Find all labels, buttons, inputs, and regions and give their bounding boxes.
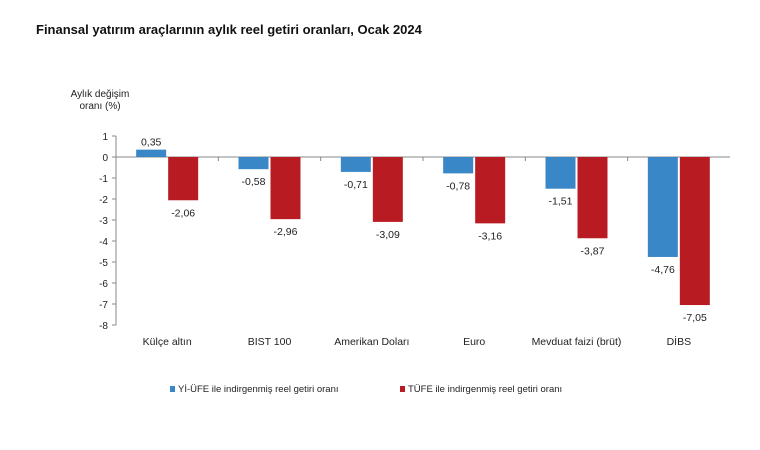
data-label: -1,51: [549, 196, 573, 208]
data-label: -7,05: [683, 312, 707, 324]
x-tick-label: Amerikan Doları: [334, 336, 409, 348]
y-axis-label: oranı (%): [79, 101, 120, 112]
data-label: -2,96: [274, 226, 298, 238]
y-axis-label: Aylık değişim: [71, 89, 130, 100]
data-label: -0,78: [446, 180, 470, 192]
bar-yiufe: [238, 157, 269, 170]
data-label: -4,76: [651, 264, 675, 276]
bar-tufe: [270, 157, 301, 220]
data-label: 0,35: [141, 137, 162, 149]
y-tick-label: 0: [102, 153, 108, 164]
data-label: -3,09: [376, 229, 400, 241]
chart-title: Finansal yatırım araçlarının aylık reel …: [36, 22, 422, 37]
bar-tufe: [475, 157, 506, 224]
y-tick-label: -8: [99, 321, 108, 332]
y-tick-label: -6: [99, 279, 108, 290]
x-tick-label: Euro: [463, 336, 485, 348]
y-tick-label: -1: [99, 174, 108, 185]
y-tick-label: -2: [99, 195, 108, 206]
bar-tufe: [168, 157, 199, 201]
bar-yiufe: [545, 157, 576, 189]
x-tick-label: DİBS: [667, 335, 692, 348]
y-tick-label: -4: [99, 237, 108, 248]
bar-tufe: [372, 157, 403, 222]
x-tick-label: Mevduat faizi (brüt): [532, 336, 622, 348]
x-tick-label: BIST 100: [248, 336, 292, 348]
bar-yiufe: [647, 157, 678, 257]
data-label: -3,87: [581, 245, 605, 257]
x-tick-label: Külçe altın: [143, 336, 192, 348]
legend-swatch: [400, 386, 405, 392]
data-label: -2,06: [171, 207, 195, 219]
bar-tufe: [577, 157, 608, 239]
data-label: -0,58: [242, 176, 266, 188]
bar-yiufe: [340, 157, 371, 172]
legend-label: Yİ-ÜFE ile indirgenmiş reel getiri oranı: [178, 384, 339, 395]
legend-label: TÜFE ile indirgenmiş reel getiri oranı: [408, 384, 562, 395]
y-tick-label: -3: [99, 216, 108, 227]
y-tick-label: -5: [99, 258, 108, 269]
data-label: -3,16: [478, 230, 502, 242]
bar-yiufe: [443, 157, 474, 174]
bar-tufe: [679, 157, 710, 306]
legend-swatch: [170, 386, 175, 392]
y-tick-label: 1: [102, 132, 108, 143]
data-label: -0,71: [344, 179, 368, 191]
bar-yiufe: [136, 149, 167, 157]
y-tick-label: -7: [99, 300, 108, 311]
